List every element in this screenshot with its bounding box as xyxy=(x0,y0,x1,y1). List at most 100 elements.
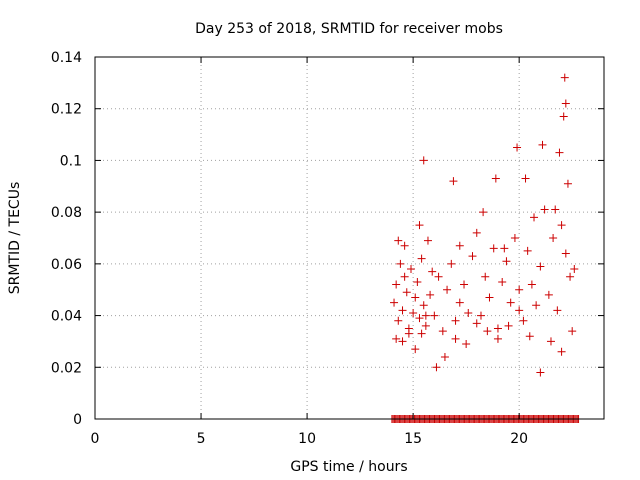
grid-lines xyxy=(95,57,604,419)
data-point xyxy=(521,174,530,183)
data-point xyxy=(536,368,545,377)
data-point xyxy=(557,221,566,230)
data-point xyxy=(432,363,441,372)
y-tick-label: 0.02 xyxy=(51,360,82,376)
data-point xyxy=(451,316,460,325)
data-point xyxy=(400,241,409,250)
x-tick-label: 15 xyxy=(404,431,422,447)
data-point xyxy=(443,285,452,294)
data-point xyxy=(532,301,541,310)
data-point xyxy=(479,208,488,217)
data-point xyxy=(394,316,403,325)
data-point xyxy=(519,316,528,325)
data-point xyxy=(489,244,498,253)
y-tick-label: 0.06 xyxy=(51,257,82,273)
data-point xyxy=(563,179,572,188)
data-point xyxy=(493,324,502,333)
data-point xyxy=(560,73,569,82)
data-point xyxy=(561,99,570,108)
data-point xyxy=(409,308,418,317)
data-point xyxy=(561,249,570,258)
data-point xyxy=(415,314,424,323)
data-point xyxy=(540,205,549,214)
chart-title: Day 253 of 2018, SRMTID for receiver mob… xyxy=(195,21,503,37)
data-point xyxy=(390,298,399,307)
data-point xyxy=(504,321,513,330)
data-point xyxy=(570,265,579,274)
axis-ticks xyxy=(94,56,604,420)
x-tick-label: 0 xyxy=(91,431,100,447)
data-point xyxy=(396,259,405,268)
data-point xyxy=(525,332,534,341)
data-point xyxy=(402,288,411,297)
data-point xyxy=(398,306,407,315)
y-tick-label: 0 xyxy=(73,412,82,428)
data-point xyxy=(464,308,473,317)
y-axis-label: SRMTID / TECUs xyxy=(7,182,23,295)
data-point xyxy=(493,334,502,343)
data-point xyxy=(483,327,492,336)
data-point xyxy=(460,280,469,289)
data-point xyxy=(544,290,553,299)
data-point xyxy=(555,148,564,157)
x-tick-label: 5 xyxy=(197,431,206,447)
data-point xyxy=(434,272,443,281)
data-point xyxy=(568,327,577,336)
data-point xyxy=(398,337,407,346)
data-point xyxy=(515,285,524,294)
data-point xyxy=(400,272,409,281)
y-tick-label: 0.08 xyxy=(51,205,82,221)
data-point xyxy=(472,228,481,237)
data-point xyxy=(557,347,566,356)
data-point xyxy=(411,293,420,302)
data-point xyxy=(523,246,532,255)
data-point xyxy=(428,267,437,276)
data-point xyxy=(455,241,464,250)
data-point xyxy=(527,280,536,289)
data-point xyxy=(417,254,426,263)
data-point xyxy=(411,345,420,354)
data-point xyxy=(551,205,560,214)
y-tick-label: 0.04 xyxy=(51,309,82,325)
x-axis-label: GPS time / hours xyxy=(290,459,407,475)
data-point xyxy=(451,334,460,343)
data-point xyxy=(536,262,545,271)
data-point xyxy=(415,221,424,230)
data-point xyxy=(549,234,558,242)
data-point xyxy=(417,329,426,338)
data-point xyxy=(407,265,416,274)
data-point xyxy=(440,352,449,361)
data-point xyxy=(394,236,403,245)
data-point xyxy=(515,306,524,315)
y-tick-labels: 0 0.02 0.04 0.06 0.08 0.1 0.12 0.14 xyxy=(51,50,82,428)
y-tick-label: 0.14 xyxy=(51,50,82,66)
data-point xyxy=(462,340,471,349)
data-point xyxy=(513,143,522,152)
data-point xyxy=(553,306,562,315)
data-point xyxy=(500,244,509,253)
y-tick-label: 0.1 xyxy=(60,153,82,169)
data-point xyxy=(468,252,477,261)
data-point xyxy=(510,234,519,242)
data-point xyxy=(419,156,428,165)
x-tick-labels: 0 5 10 15 20 xyxy=(91,431,529,447)
data-point xyxy=(392,334,401,343)
data-point xyxy=(413,277,422,286)
data-point xyxy=(491,174,500,183)
data-point xyxy=(421,311,430,320)
data-points xyxy=(390,73,579,377)
y-tick-label: 0.12 xyxy=(51,102,82,118)
data-point xyxy=(485,293,494,302)
data-point xyxy=(538,140,547,149)
data-point xyxy=(438,327,447,336)
data-point xyxy=(506,298,515,307)
x-tick-label: 10 xyxy=(298,431,316,447)
plot-frame xyxy=(94,56,605,420)
data-point xyxy=(426,290,435,299)
data-point xyxy=(419,301,428,310)
data-point xyxy=(430,311,439,320)
data-point xyxy=(481,272,490,281)
data-point xyxy=(546,337,555,346)
data-point xyxy=(392,280,401,289)
